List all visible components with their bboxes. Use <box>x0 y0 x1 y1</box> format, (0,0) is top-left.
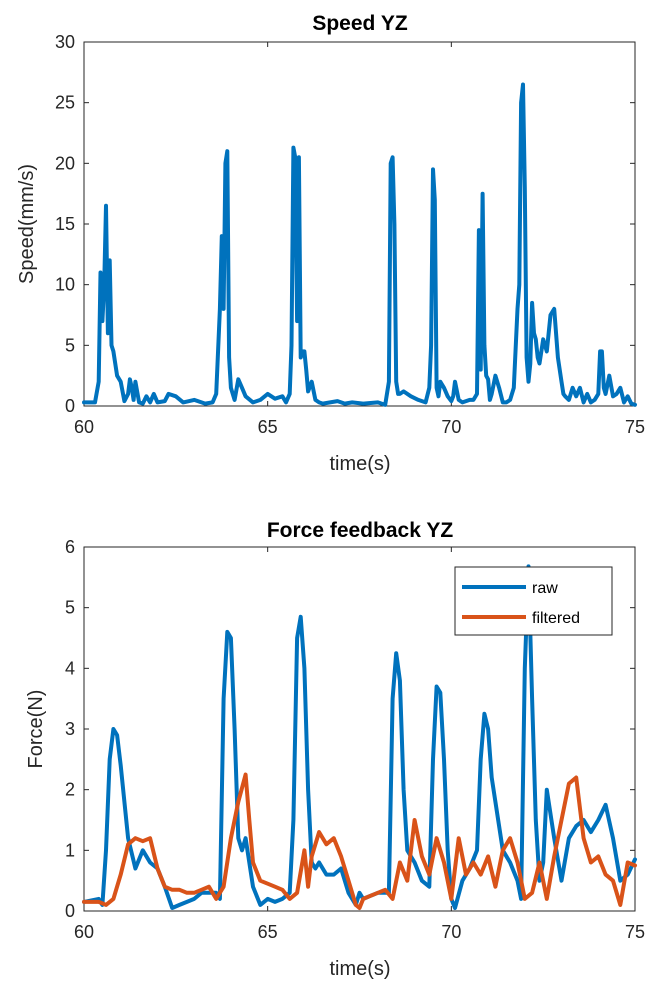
y-tick-label: 3 <box>65 719 75 739</box>
chart-force-feedback-yz: Force feedback YZ 60 65 70 75 0 1 2 3 4 5 6 time(… <box>25 519 645 980</box>
series-line-0 <box>82 82 637 407</box>
x-tick-label: 60 <box>74 922 94 942</box>
y-axis-label: Force(N) <box>25 690 47 769</box>
y-tick-label: 6 <box>65 537 75 557</box>
y-tick-label: 5 <box>65 335 75 355</box>
y-tick-label: 1 <box>65 840 75 860</box>
y-tick-label: 2 <box>65 780 75 800</box>
x-tick-label: 65 <box>258 417 278 437</box>
x-tick-label: 70 <box>441 417 461 437</box>
chart-title: Speed YZ <box>312 12 407 35</box>
chart-title: Force feedback YZ <box>267 519 454 542</box>
y-tick-label: 15 <box>55 214 75 234</box>
series-group <box>82 82 637 407</box>
y-axis-ticks: 0 5 10 15 20 25 30 <box>55 32 635 416</box>
x-tick-label: 75 <box>625 922 645 942</box>
x-tick-label: 75 <box>625 417 645 437</box>
legend-box <box>454 566 613 636</box>
x-axis-label: time(s) <box>329 958 390 980</box>
y-tick-label: 10 <box>55 275 75 295</box>
plot-area <box>83 41 636 407</box>
y-tick-label: 0 <box>65 396 75 416</box>
x-tick-label: 60 <box>74 417 94 437</box>
y-tick-label: 25 <box>55 93 75 113</box>
legend-label-filtered: filtered <box>532 610 580 627</box>
x-tick-label: 65 <box>258 922 278 942</box>
chart-speed-yz: Speed YZ 60 65 70 75 0 5 10 15 20 25 30 time(s) S… <box>16 12 645 475</box>
y-tick-label: 20 <box>55 153 75 173</box>
y-axis-label: Speed(mm/s) <box>16 164 38 284</box>
y-axis-ticks: 0 1 2 3 4 5 6 <box>65 537 635 921</box>
y-tick-label: 4 <box>65 658 75 678</box>
x-tick-label: 70 <box>441 922 461 942</box>
series-line-filtered <box>82 772 637 910</box>
legend: raw filtered <box>454 566 613 636</box>
y-tick-label: 5 <box>65 598 75 618</box>
series-group <box>82 564 637 910</box>
x-axis-ticks: 60 65 70 75 <box>74 42 645 437</box>
y-tick-label: 30 <box>55 32 75 52</box>
x-axis-label: time(s) <box>329 453 390 475</box>
x-axis-ticks: 60 65 70 75 <box>74 547 645 942</box>
legend-label-raw: raw <box>532 580 558 597</box>
y-tick-label: 0 <box>65 901 75 921</box>
